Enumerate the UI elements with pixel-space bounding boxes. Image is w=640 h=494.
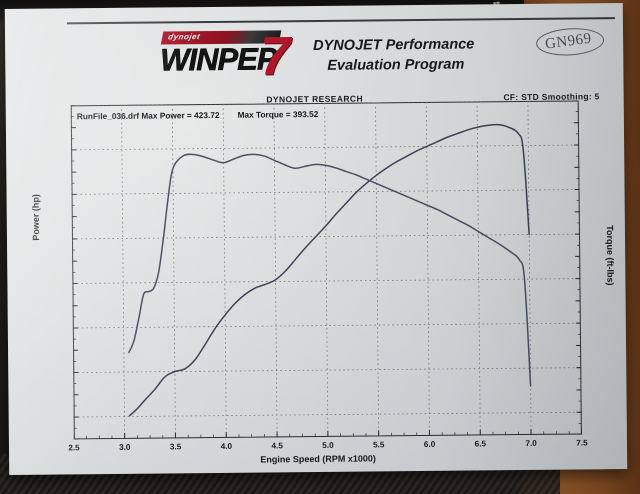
gridlines [70,100,582,440]
x-tick-label: 7.0 [525,438,537,448]
header: dynojet WINPEP 7 DYNOJET Performance Eva… [5,21,624,89]
dynojet-banner-label: dynojet [167,32,202,42]
plot-area: RunFile_036.drf Max Power = 423.72 Max To… [0,100,588,452]
dyno-printout-paper: dynojet WINPEP 7 DYNOJET Performance Eva… [0,3,628,475]
y-tick-label: 375 [0,168,1,177]
x-tick-label: 2.5 [68,443,80,453]
x-tick-label: 6.0 [423,439,436,449]
y-tick-label: 425 [0,123,1,132]
x-tick-label: 7.5 [576,438,588,448]
x-tick-label: 4.5 [271,441,283,451]
torque-curve [128,153,532,387]
x-tick-label: 5.5 [373,440,385,450]
y-tick-label: 325 [0,212,2,221]
winpep-logo: dynojet WINPEP 7 [160,26,306,87]
x-axis-title: Engine Speed (RPM x1000) [260,453,376,465]
axis-ticks [70,100,582,440]
y-tick-label: 100 [0,412,4,422]
program-title-line1: DYNOJET Performance [313,36,475,55]
y-tick-label: 125 [0,390,4,400]
program-title-line2: Evaluation Program [327,56,465,74]
x-tick-label: 6.5 [474,439,487,449]
dyno-curves [70,100,582,440]
winpep-version-7: 7 [259,26,291,87]
y-tick-label: 350 [0,190,2,199]
power-curve [128,123,530,417]
handwritten-note: GN969 [535,26,605,58]
y-tick-label: 400 [0,146,1,155]
y-tick-label: 275 [0,256,3,267]
y-axis-title-power: Power (hp) [30,194,42,241]
x-tick-label: 4.0 [220,441,233,451]
y-tick-label: 250 [0,279,3,289]
x-tick-label: 5.0 [322,440,334,450]
y-tick-label: 75 [0,435,4,445]
y-tick-label: 150 [0,368,4,378]
y-tick-label: 200 [0,323,3,333]
y-axis-title-torque: Torque (ft-lbs) [604,225,616,286]
y-tick-label: 300 [0,234,3,244]
x-tick-label: 3.5 [169,442,182,452]
y-tick-label: 450 [0,101,1,110]
y-tick-label: 225 [0,301,3,311]
x-tick-label: 3.0 [119,442,131,452]
y-tick-label: 175 [0,345,4,356]
program-title: DYNOJET Performance Evaluation Program [313,34,543,76]
